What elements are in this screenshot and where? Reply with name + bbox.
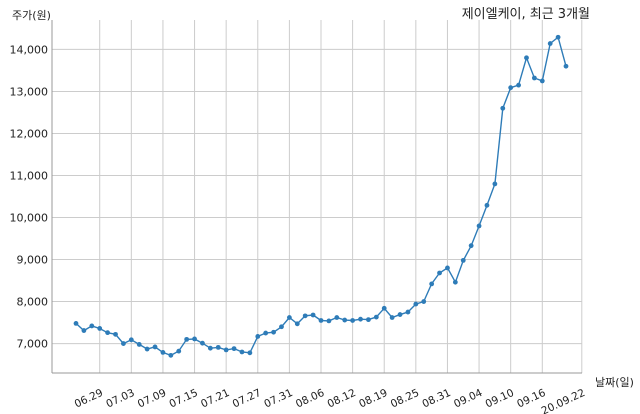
y-tick-label: 13,000: [10, 85, 49, 98]
data-point: [207, 345, 213, 351]
data-point: [318, 318, 324, 323]
data-point: [342, 317, 348, 323]
x-tick-label: 07.21: [199, 387, 231, 411]
x-tick-label: 08.06: [294, 387, 327, 411]
data-point: [334, 315, 340, 320]
data-point: [492, 181, 498, 187]
data-point: [397, 312, 403, 317]
data-point: [286, 315, 292, 320]
data-point: [516, 82, 521, 88]
x-tick-label: 08.12: [326, 387, 358, 411]
y-tick-label: 9,000: [17, 254, 49, 267]
data-point: [413, 301, 419, 307]
data-point: [231, 346, 237, 352]
data-point: [445, 265, 450, 271]
x-tick-label: 09.10: [484, 387, 516, 411]
y-tick-label: 8,000: [17, 296, 49, 309]
data-point: [89, 323, 95, 329]
x-tick-label: 20.09.22: [540, 387, 587, 414]
x-tick-label: 09.04: [452, 387, 485, 411]
data-point: [547, 41, 553, 46]
data-point: [429, 281, 435, 287]
x-tick-label: 08.25: [389, 387, 421, 411]
data-point: [271, 329, 276, 335]
y-axis: 7,000 8,000 9,000 10,000 11,000 12,000 13,000 1…: [10, 20, 53, 373]
x-tick-label: 07.31: [262, 387, 294, 411]
data-point: [508, 85, 514, 91]
x-tick-label: 08.31: [420, 387, 452, 411]
data-point: [500, 105, 506, 111]
y-tick-label: 12,000: [10, 127, 49, 140]
data-point: [389, 315, 395, 320]
data-point: [279, 324, 284, 330]
y-tick-label: 7,000: [17, 338, 49, 351]
grid-lines: [52, 20, 583, 373]
x-tick-label: 07.15: [167, 387, 199, 411]
y-tick-label: 10,000: [10, 212, 49, 225]
x-tick-label: 07.03: [104, 387, 136, 411]
data-point: [326, 318, 332, 324]
data-point: [121, 341, 126, 346]
y-tick-label: 14,000: [10, 43, 49, 56]
data-point: [168, 352, 174, 358]
data-point: [255, 334, 261, 339]
data-point: [302, 313, 308, 319]
y-tick-label: 11,000: [10, 169, 49, 182]
data-point: [192, 336, 197, 342]
x-axis-label: 날짜(일): [595, 375, 634, 389]
data-point: [381, 305, 387, 311]
data-point: [136, 342, 142, 347]
data-point: [310, 312, 316, 318]
data-point: [476, 223, 482, 229]
x-axis: 06.29 07.03 07.09 07.15 07.21 07.27 07.31 08.06…: [52, 372, 587, 414]
x-tick-label: 06.29: [73, 387, 105, 411]
data-point: [184, 336, 190, 342]
data-point: [144, 346, 150, 352]
data-point: [239, 349, 245, 355]
data-point: [468, 243, 474, 249]
data-point: [421, 299, 427, 304]
data-point: [452, 279, 458, 285]
data-point: [484, 202, 490, 208]
data-point: [563, 63, 569, 69]
data-point: [247, 350, 253, 356]
data-point: [152, 344, 158, 350]
data-point: [128, 337, 134, 343]
chart-title: 제이엘케이, 최근 3개월: [462, 7, 590, 22]
data-point: [460, 257, 466, 263]
data-point: [294, 321, 300, 327]
data-point: [539, 78, 545, 84]
data-point: [555, 34, 561, 40]
x-tick-label: 07.09: [136, 387, 168, 411]
data-point: [373, 314, 379, 320]
data-point: [73, 321, 79, 326]
x-tick-label: 07.27: [231, 387, 263, 411]
data-point: [105, 330, 111, 336]
data-point: [405, 309, 411, 315]
price-points: [73, 34, 569, 358]
data-point: [350, 318, 356, 323]
data-point: [437, 270, 442, 276]
x-tick-label: 08.19: [357, 387, 389, 411]
data-point: [531, 75, 537, 81]
data-point: [524, 55, 529, 61]
data-point: [81, 328, 87, 333]
data-point: [113, 331, 118, 337]
data-point: [97, 326, 103, 331]
data-point: [263, 330, 269, 336]
data-point: [215, 344, 221, 350]
data-point: [223, 347, 229, 353]
data-point: [200, 340, 205, 346]
data-point: [176, 348, 182, 354]
data-point: [160, 350, 166, 355]
data-point: [366, 317, 371, 323]
data-point: [358, 316, 363, 322]
y-axis-label: 주가(원): [12, 9, 51, 22]
